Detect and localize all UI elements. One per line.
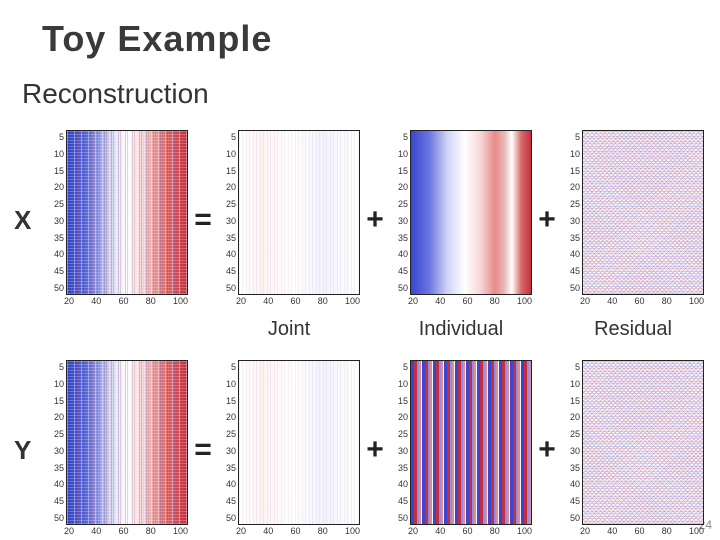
xaxis-ticks: 20406080100 [390, 525, 532, 540]
panel-x-individual: 5101520253035404550 20406080100 [388, 130, 534, 310]
slide-subtitle: Reconstruction [22, 78, 209, 110]
yaxis-ticks: 5101520253035404550 [218, 360, 238, 525]
yaxis-ticks: 5101520253035404550 [562, 360, 582, 525]
panel-y-joint: 5101520253035404550 20406080100 [216, 360, 362, 540]
row-label-x: X [14, 205, 44, 236]
equation-row-y: Y 5101520253035404550 20406080100 = 5101… [14, 360, 706, 540]
xaxis-ticks: 20406080100 [218, 295, 360, 310]
xaxis-ticks: 20406080100 [562, 295, 704, 310]
heatmap-x-residual [582, 130, 704, 295]
heatmap-y-individual [410, 360, 532, 525]
equals-operator: = [190, 203, 216, 237]
column-label-joint: Joint [216, 318, 362, 341]
heatmap-y-joint [238, 360, 360, 525]
yaxis-ticks: 5101520253035404550 [562, 130, 582, 295]
yaxis-ticks: 5101520253035404550 [390, 130, 410, 295]
equation-row-x: X 5101520253035404550 20406080100 = 5101… [14, 130, 706, 310]
yaxis-ticks: 5101520253035404550 [46, 360, 66, 525]
plus-operator: + [362, 433, 388, 467]
panel-x-joint: 5101520253035404550 20406080100 [216, 130, 362, 310]
xaxis-ticks: 20406080100 [218, 525, 360, 540]
xaxis-ticks: 20406080100 [46, 525, 188, 540]
panel-x-data: 5101520253035404550 20406080100 [44, 130, 190, 310]
panel-y-data: 5101520253035404550 20406080100 [44, 360, 190, 540]
row-label-y: Y [14, 435, 44, 466]
yaxis-ticks: 5101520253035404550 [390, 360, 410, 525]
panel-x-residual: 5101520253035404550 20406080100 [560, 130, 706, 310]
slide-title: Toy Example [42, 18, 272, 60]
column-label-residual: Residual [560, 318, 706, 341]
plus-operator: + [534, 433, 560, 467]
equals-operator: = [190, 433, 216, 467]
heatmap-x-data [66, 130, 188, 295]
xaxis-ticks: 20406080100 [46, 295, 188, 310]
heatmap-x-joint [238, 130, 360, 295]
heatmap-x-individual [410, 130, 532, 295]
yaxis-ticks: 5101520253035404550 [218, 130, 238, 295]
xaxis-ticks: 20406080100 [390, 295, 532, 310]
column-label-individual: Individual [388, 318, 534, 341]
panel-y-individual: 5101520253035404550 20406080100 [388, 360, 534, 540]
heatmap-y-residual [582, 360, 704, 525]
plus-operator: + [362, 203, 388, 237]
column-labels-row: Joint Individual Residual [14, 318, 706, 341]
xaxis-ticks: 20406080100 [562, 525, 704, 540]
plus-operator: + [534, 203, 560, 237]
yaxis-ticks: 5101520253035404550 [46, 130, 66, 295]
heatmap-y-data [66, 360, 188, 525]
panel-y-residual: 5101520253035404550 20406080100 [560, 360, 706, 540]
